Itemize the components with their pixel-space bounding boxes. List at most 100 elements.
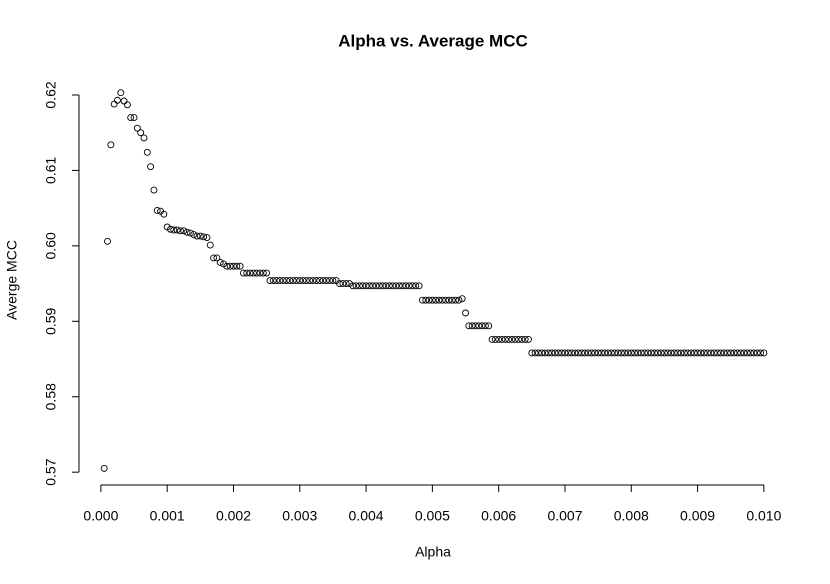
point [485, 322, 493, 330]
point [435, 296, 443, 304]
point [528, 349, 536, 357]
point [422, 296, 430, 304]
point [505, 335, 513, 343]
point [283, 277, 290, 285]
point [253, 269, 261, 277]
point [306, 277, 314, 285]
point [594, 349, 602, 357]
point [680, 349, 688, 357]
point [472, 322, 479, 330]
point [130, 114, 138, 122]
point [604, 349, 612, 357]
point [448, 296, 456, 304]
x-tick-label: 0.005 [415, 508, 450, 524]
point [581, 349, 589, 357]
point [694, 349, 702, 357]
y-tick-label: 0.59 [43, 307, 59, 334]
point [372, 282, 380, 290]
point [730, 349, 738, 357]
point [114, 96, 121, 104]
point [664, 349, 672, 357]
point [359, 282, 367, 290]
point [137, 129, 145, 137]
point [574, 349, 582, 357]
point [349, 282, 357, 290]
point [501, 335, 509, 343]
point [379, 282, 387, 290]
point [723, 349, 731, 357]
point [176, 227, 184, 235]
point [226, 262, 234, 270]
point [382, 282, 390, 290]
point [263, 269, 271, 277]
point [183, 228, 191, 236]
point [216, 259, 224, 266]
point [266, 277, 274, 285]
point [455, 296, 463, 304]
y-axis-label: Averge MCC [4, 240, 20, 320]
point [481, 322, 489, 330]
point [720, 349, 728, 357]
point [302, 277, 310, 285]
point [468, 322, 476, 330]
point [700, 349, 708, 357]
point [107, 141, 115, 149]
point [737, 349, 745, 357]
point [465, 322, 473, 330]
point [100, 464, 108, 472]
point [508, 335, 516, 343]
point [644, 349, 652, 357]
point [637, 349, 645, 357]
point [293, 277, 300, 285]
point [584, 349, 592, 357]
point [458, 295, 466, 303]
point [316, 277, 324, 285]
point [670, 349, 678, 357]
x-tick-label: 0.009 [680, 508, 715, 524]
point [521, 335, 529, 343]
point [667, 349, 675, 357]
x-axis-label: Alpha [415, 544, 451, 560]
x-tick-label: 0.000 [83, 508, 118, 524]
point [631, 349, 639, 357]
point [554, 349, 562, 357]
point [690, 349, 698, 357]
point [256, 269, 264, 277]
point [647, 349, 655, 357]
y-tick-label: 0.57 [43, 458, 59, 485]
x-tick-label: 0.007 [547, 508, 582, 524]
point [203, 234, 211, 242]
point [236, 262, 244, 270]
point [753, 349, 761, 357]
point [564, 349, 572, 357]
point [462, 309, 469, 317]
point [362, 282, 370, 290]
point [279, 277, 287, 285]
point [110, 100, 118, 108]
point [548, 349, 556, 357]
point [627, 349, 635, 357]
point [677, 349, 685, 357]
point [246, 269, 254, 277]
point [223, 262, 231, 270]
point [309, 277, 317, 285]
point [611, 349, 619, 357]
point [186, 229, 194, 237]
point [475, 322, 483, 330]
point [170, 226, 178, 234]
point [714, 349, 721, 357]
point [213, 254, 221, 262]
point [269, 277, 277, 285]
point [607, 349, 615, 357]
point [239, 269, 247, 277]
x-tick-label: 0.004 [349, 508, 384, 524]
point [395, 282, 403, 290]
point [525, 335, 532, 343]
point [385, 282, 393, 290]
point [418, 296, 426, 304]
point [747, 349, 755, 357]
point [733, 349, 741, 357]
point [133, 124, 141, 132]
point [180, 227, 188, 235]
y-tick-label: 0.61 [43, 157, 59, 184]
